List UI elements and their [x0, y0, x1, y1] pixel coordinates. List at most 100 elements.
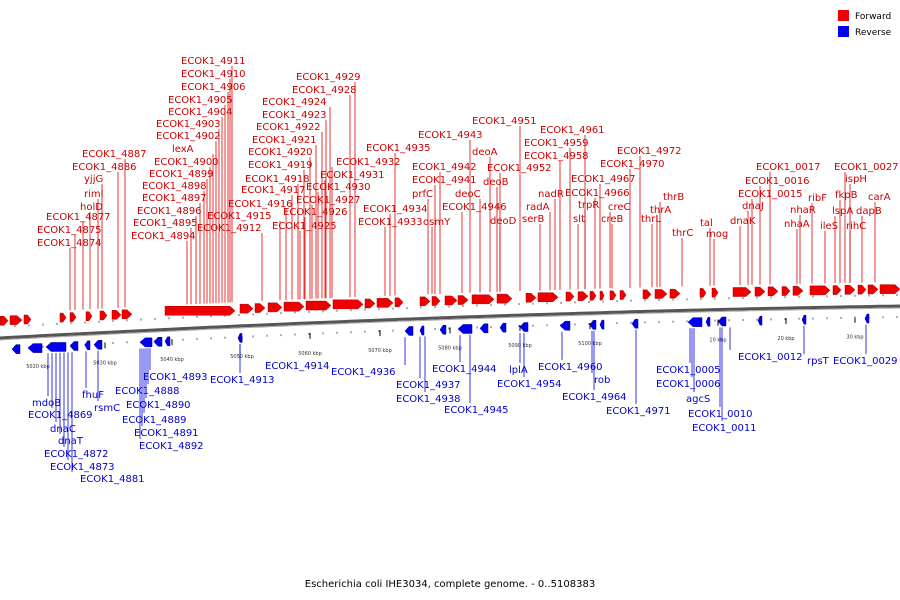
forward-gene-label: thrC — [672, 228, 693, 239]
reverse-gene-label: ECOK1_0012 — [738, 352, 803, 363]
forward-gene-label: ECOK1_4926 — [283, 207, 348, 218]
reverse-gene-label: ECOK1_4891 — [134, 428, 199, 439]
reverse-gene-labels: mdoBECOK1_4869dnaCdnaTECOK1_4872ECOK1_48… — [28, 324, 898, 485]
reverse-gene-arrow — [164, 336, 171, 347]
forward-gene-label: dapB — [856, 206, 882, 217]
reverse-gene-label: ECOK1_0010 — [688, 409, 753, 420]
forward-gene-arrow — [589, 291, 597, 301]
forward-gene-label: ECOK1_4961 — [540, 125, 605, 136]
forward-gene-label: holD — [80, 202, 103, 213]
reverse-gene-arrow — [589, 320, 597, 330]
reverse-gene-label: lplA — [509, 365, 528, 376]
reverse-gene-arrow — [153, 337, 163, 347]
reverse-gene-arrow — [864, 313, 870, 324]
reverse-gene-label: agcS — [686, 394, 710, 405]
forward-gene-label: serB — [522, 214, 544, 225]
forward-gene-label: thrB — [663, 192, 684, 203]
reverse-gene-label: rob — [594, 375, 610, 386]
forward-gene-label: ECOK1_4919 — [248, 160, 313, 171]
reverse-gene-arrow — [139, 337, 153, 348]
reverse-gene-arrow — [801, 314, 807, 325]
forward-gene-label: ECOK1_4951 — [472, 116, 537, 127]
forward-gene-label: ECOK1_4875 — [37, 225, 102, 236]
forward-gene-label: ECOK1_4930 — [306, 182, 371, 193]
forward-gene-arrow — [9, 315, 23, 325]
forward-gene-label: ECOK1_4916 — [228, 199, 293, 210]
forward-gene-label: ECOK1_4917 — [241, 185, 306, 196]
forward-gene-arrow — [832, 285, 842, 295]
forward-gene-label: prfC — [412, 189, 433, 200]
forward-gene-label: lexA — [172, 144, 194, 155]
genome-caption: Escherichia coli IHE3034, complete genom… — [305, 579, 595, 590]
reverse-gene-arrow — [599, 319, 605, 330]
forward-gene-arrow — [164, 306, 236, 316]
reverse-gene-arrow — [69, 341, 79, 351]
forward-gene-label: ECOK1_4915 — [207, 211, 272, 222]
forward-gene-arrow — [732, 287, 752, 297]
forward-gene-arrow — [654, 289, 668, 299]
reverse-gene-arrow — [93, 340, 103, 350]
reverse-gene-label: ECOK1_4944 — [432, 364, 497, 375]
reverse-gene-label: ECOK1_4873 — [50, 462, 115, 473]
forward-gene-label: ispH — [845, 174, 867, 185]
forward-gene-label: ECOK1_0027 — [834, 162, 899, 173]
forward-gene-arrow — [754, 286, 766, 297]
forward-gene-arrow — [609, 290, 617, 301]
reverse-gene-arrow — [717, 316, 727, 327]
forward-gene-arrow — [565, 291, 575, 302]
reverse-gene-arrow — [45, 342, 67, 352]
scale-tick-label: 5070 kbp — [368, 348, 392, 354]
forward-gene-label: nhaA — [784, 219, 810, 230]
forward-gene-arrow — [305, 300, 332, 311]
forward-gene-label: ECOK1_4899 — [149, 169, 214, 180]
legend-swatch-forward — [838, 10, 849, 21]
scale-ticks: 5020 kbp 5030 kbp 5040 kbp 5050 kbp 5060 kbp… — [14, 294, 898, 370]
forward-gene-label: ECOK1_4928 — [292, 85, 357, 96]
scale-tick-label: 5080 kbp — [438, 346, 462, 352]
forward-gene-arrow — [121, 309, 133, 320]
reverse-gene-arrow — [404, 326, 414, 336]
forward-gene-label: ECOK1_4906 — [181, 82, 246, 93]
forward-gene-label: nadR — [538, 189, 564, 200]
forward-gene-arrow — [599, 290, 605, 301]
forward-gene-arrow — [111, 310, 122, 320]
forward-gene-label: yjjG — [84, 174, 103, 185]
reverse-gene-arrow — [705, 317, 711, 327]
forward-gene-arrow — [525, 293, 537, 303]
genome-backbone — [0, 304, 900, 341]
scale-tick-label: 5100 kbp — [578, 341, 602, 347]
forward-gene-label: deoD — [490, 216, 517, 227]
legend-label-forward: Forward — [855, 12, 891, 22]
reverse-gene-label: mdoB — [32, 398, 61, 409]
forward-gene-label: thrL — [641, 214, 661, 225]
forward-gene-label: ECOK1_4941 — [412, 175, 477, 186]
forward-gene-label: ECOK1_4896 — [137, 206, 202, 217]
reverse-gene-label: ECOK1_4914 — [265, 361, 330, 372]
forward-gene-arrow — [669, 288, 681, 299]
forward-gene-arrow — [471, 294, 495, 305]
forward-gene-label: creB — [601, 214, 624, 225]
forward-gene-label: ECOK1_4904 — [168, 107, 233, 118]
reverse-gene-label: ECOK1_0029 — [833, 356, 898, 367]
reverse-gene-arrow — [499, 322, 507, 333]
forward-gene-label: ileS — [820, 221, 838, 232]
forward-gene-label: creC — [608, 202, 631, 213]
forward-gene-label: osmY — [423, 217, 451, 228]
forward-gene-arrow — [867, 284, 879, 295]
forward-gene-arrow — [364, 298, 376, 309]
forward-gene-label: ECOK1_4943 — [418, 130, 483, 141]
forward-gene-label: ECOK1_4931 — [320, 170, 385, 181]
backbone-line — [0, 304, 900, 340]
forward-gene-label: ECOK1_4887 — [82, 149, 147, 160]
reverse-gene-label: rpsT — [807, 356, 830, 367]
forward-gene-labels: ECOK1_4911 ECOK1_4910 ECOK1_4906 ECOK1_4905… — [37, 56, 899, 311]
forward-gene-arrow — [857, 284, 867, 295]
forward-gene-label: ECOK1_4894 — [131, 231, 196, 242]
reverse-gene-arrow — [84, 340, 91, 351]
forward-gene-arrow — [283, 301, 305, 312]
forward-gene-label: thrA — [650, 205, 671, 216]
forward-gene-label: ECOK1_4902 — [156, 131, 221, 142]
reverse-gene-label: ECOK1_4937 — [396, 380, 461, 391]
forward-gene-label: deoB — [483, 177, 509, 188]
forward-gene-label: rihC — [846, 221, 866, 232]
